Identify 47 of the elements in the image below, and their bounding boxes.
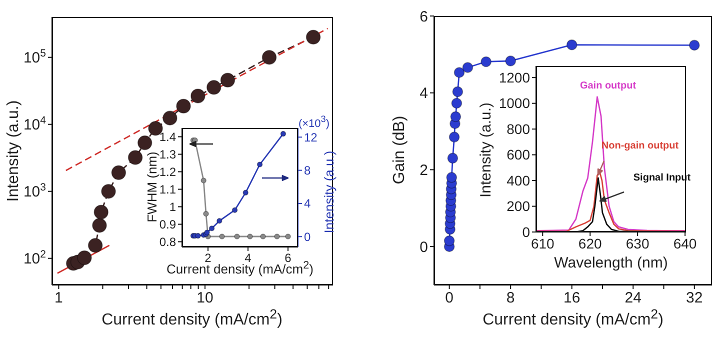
y-tick-label: 400	[506, 172, 530, 188]
x-tick-label: 640	[673, 236, 697, 252]
y-tick-label: 1200	[498, 69, 530, 86]
y-tick-label: 10$^{2}$	[23, 248, 46, 268]
x-tick-label: 8	[506, 289, 515, 306]
y-tick-label: 0.9	[159, 217, 176, 232]
series-label: Gain output	[580, 80, 636, 92]
y-tick-label: 600	[506, 146, 530, 163]
x-tick-label: 16	[564, 289, 580, 306]
y-axis-title: Intensity (a.u.)	[478, 102, 494, 198]
y2-axis-title: Intensity (a.u.)	[322, 150, 336, 234]
x-tick-label: 0	[445, 289, 454, 306]
y-tick-label: 0	[522, 224, 530, 240]
x-tick-label: 4	[244, 251, 252, 265]
y-tick-label: 1.2	[159, 164, 176, 179]
x-tick-label: 32	[686, 289, 703, 306]
y-tick-label: 10$^{4}$	[23, 114, 46, 134]
y-axis-title: Gain (dB)	[391, 116, 409, 184]
x-tick-label: 6	[284, 251, 292, 265]
y-tick-label: 800	[506, 120, 530, 137]
y-tick-label: 6	[420, 8, 428, 26]
y2-tick-label: 4	[304, 196, 311, 211]
x-tick-label: 620	[578, 236, 602, 252]
y-tick-label: 1.4	[159, 130, 176, 144]
x-tick-label: 10	[196, 289, 214, 306]
x-tick-label: 630	[626, 236, 650, 252]
y-tick-label: 4	[420, 85, 428, 102]
y-tick-label: 1.3	[159, 147, 176, 162]
x-tick-label: 610	[530, 236, 555, 252]
annotation: (×10$^{3}$)	[298, 114, 330, 130]
x-axis-title: Current density (mA/cm$^{2}$)	[482, 306, 664, 330]
y-tick-label: 10$^{5}$	[23, 48, 46, 67]
x-axis-title: Wavelength (nm)	[554, 254, 668, 272]
y-tick-label: 0.8	[159, 234, 176, 249]
y-tick-label: 2	[420, 162, 428, 179]
y-tick-label: 1.1	[159, 182, 176, 196]
y-tick-label: 10$^{3}$	[23, 182, 46, 201]
y-tick-label: 1000	[498, 95, 530, 112]
x-tick-label: 24	[624, 289, 642, 306]
x-axis-title: Current density (mA/cm$^{2}$)	[102, 306, 282, 330]
y-tick-label: 200	[506, 198, 530, 214]
y2-tick-label: 12	[304, 130, 318, 144]
y-tick-label: 1	[169, 200, 176, 214]
y-axis-title: Intensity (a.u.)	[5, 100, 23, 202]
y2-tick-label: 8	[304, 163, 311, 178]
x-tick-label: 1	[54, 289, 63, 306]
y-axis-title: FWHM (nm)	[144, 152, 160, 222]
